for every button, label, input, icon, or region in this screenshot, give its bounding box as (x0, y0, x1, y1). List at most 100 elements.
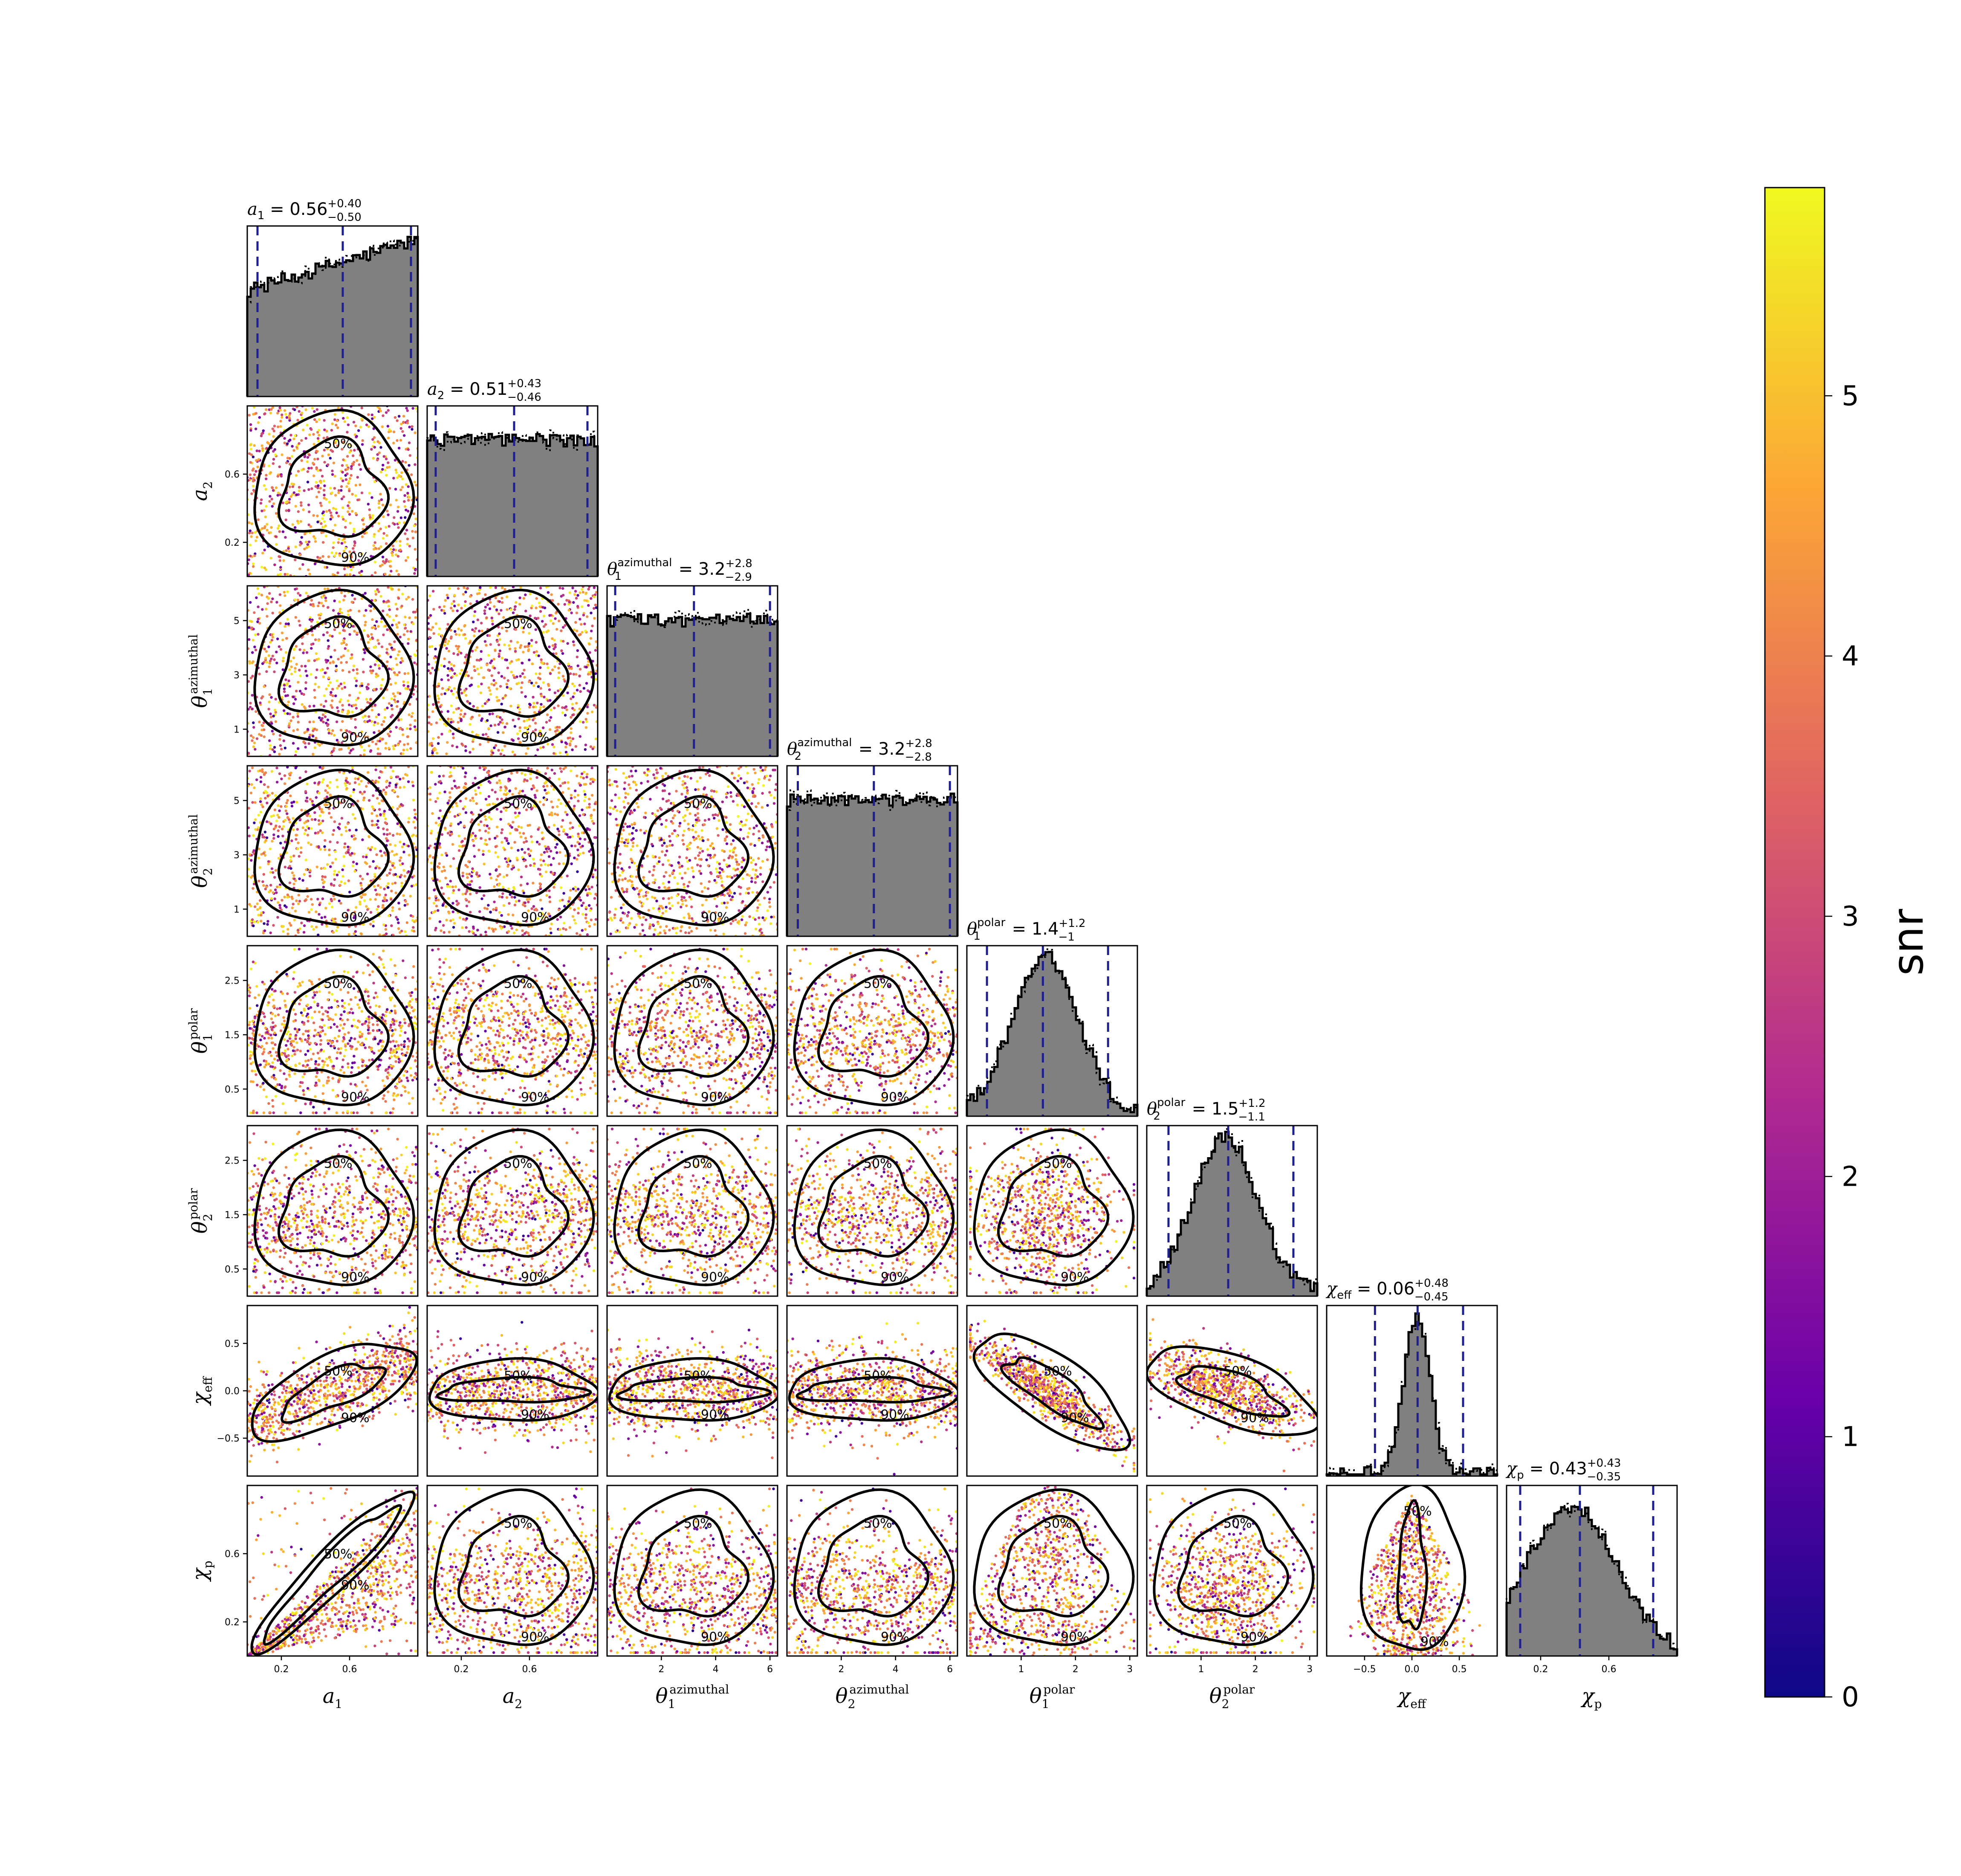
hist-bin (404, 248, 408, 397)
scatter-point (527, 853, 530, 856)
scatter-point (479, 933, 483, 936)
scatter-point (326, 791, 329, 794)
scatter-point (553, 706, 556, 709)
scatter-point (681, 780, 685, 783)
scatter-point (683, 886, 686, 889)
scatter-point (257, 914, 260, 917)
hist-bin (285, 280, 289, 397)
scatter-point (344, 547, 347, 550)
scatter-point (432, 632, 435, 635)
scatter-point (539, 886, 542, 889)
scatter-point (382, 833, 386, 836)
scatter-point (253, 646, 256, 648)
scatter-point (478, 886, 481, 889)
scatter-point (591, 710, 594, 713)
scatter-point (391, 544, 395, 547)
scatter-point (336, 687, 339, 690)
scatter-point (271, 505, 274, 508)
scatter-point (406, 681, 409, 684)
scatter-point (472, 705, 475, 708)
scatter-point (563, 905, 566, 908)
scatter-point (447, 718, 450, 721)
scatter-point (288, 881, 292, 884)
scatter-point (348, 782, 351, 785)
scatter-point (322, 721, 325, 724)
scatter-point (528, 680, 531, 683)
scatter-point (361, 877, 364, 880)
scatter-point (263, 527, 266, 530)
scatter-point (466, 700, 469, 703)
hist-bin (275, 283, 278, 397)
scatter-point (503, 807, 506, 810)
scatter-point (273, 425, 276, 428)
scatter-point (288, 463, 292, 466)
scatter-point (567, 787, 570, 790)
scatter-point (304, 828, 307, 832)
scatter-point (370, 448, 373, 451)
scatter-point (263, 831, 267, 834)
hist-bin (367, 259, 370, 397)
scatter-point (550, 708, 552, 712)
scatter-point (511, 750, 514, 753)
scatter-point (638, 895, 641, 898)
scatter-point (393, 459, 397, 462)
scatter-point (364, 721, 367, 724)
scatter-point (288, 722, 291, 725)
scatter-point (258, 866, 262, 869)
scatter-point (537, 654, 540, 657)
scatter-point (343, 845, 346, 849)
scatter-point (350, 467, 353, 470)
scatter-point (352, 834, 356, 837)
scatter-point (588, 803, 591, 806)
scatter-point (269, 660, 272, 663)
scatter-point (620, 840, 624, 843)
scatter-point (708, 880, 711, 883)
scatter-point (292, 491, 295, 494)
scatter-point (490, 683, 493, 686)
scatter-point (333, 649, 336, 652)
scatter-point (542, 705, 545, 708)
scatter-point (254, 648, 257, 651)
scatter-point (512, 913, 515, 917)
scatter-point (286, 896, 289, 899)
title-th1a: θazimuthal 1 = 3.2+2.8 −2.9 (607, 556, 752, 584)
scatter-point (444, 852, 448, 855)
scatter-point (663, 886, 666, 889)
scatter-point (266, 529, 269, 532)
scatter-point (316, 521, 319, 524)
scatter-point (248, 834, 251, 837)
scatter-point (378, 506, 381, 509)
scatter-point (350, 444, 353, 447)
scatter-point (472, 844, 475, 847)
scatter-point (263, 648, 266, 651)
scatter-point (494, 851, 497, 854)
scatter-point (441, 687, 444, 690)
scatter-point (415, 883, 418, 886)
scatter-point (267, 863, 270, 866)
hist-bin (434, 440, 438, 576)
scatter-point (402, 869, 405, 872)
scatter-point (347, 851, 350, 854)
scatter-point (403, 743, 406, 746)
scatter-point (313, 746, 317, 749)
hist-bin (492, 437, 496, 576)
scatter-point (411, 407, 414, 410)
scatter-point (381, 738, 384, 741)
scatter-point (411, 428, 414, 431)
scatter-point (340, 816, 344, 820)
scatter-point (532, 718, 535, 721)
scatter-point (535, 606, 538, 610)
scatter-point (438, 627, 441, 630)
scatter-point (254, 828, 257, 831)
scatter-point (463, 837, 466, 840)
scatter-point (557, 676, 560, 680)
scatter-point (401, 478, 404, 481)
scatter-point (538, 732, 541, 735)
scatter-point (388, 667, 390, 670)
scatter-point (269, 847, 272, 851)
scatter-point (312, 928, 315, 931)
scatter-point (273, 670, 276, 673)
scatter-point (393, 416, 397, 419)
scatter-point (312, 474, 315, 478)
scatter-point (463, 786, 466, 789)
